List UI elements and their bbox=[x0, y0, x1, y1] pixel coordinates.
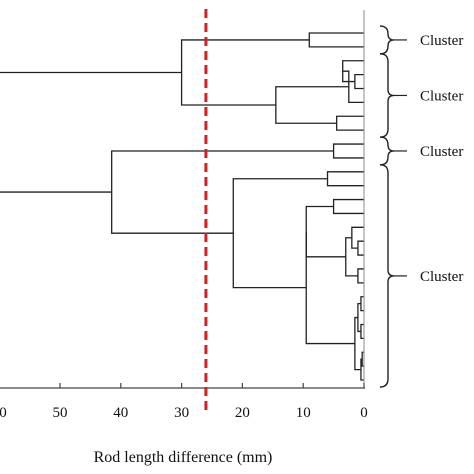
dendrogram-link bbox=[332, 198, 364, 215]
dendrogram-link bbox=[332, 143, 364, 159]
dendrogram-link bbox=[111, 150, 334, 234]
dendrogram-link bbox=[354, 73, 364, 90]
dendrogram-links bbox=[0, 32, 364, 381]
dendrogram-link bbox=[357, 268, 364, 284]
dendrogram-link bbox=[275, 86, 349, 124]
cluster-brace bbox=[379, 53, 395, 138]
cluster-label: Cluster bbox=[420, 144, 463, 160]
cluster-brace bbox=[379, 164, 395, 388]
dendrogram-link bbox=[335, 115, 364, 131]
cluster-brackets: Cluster Cluster Cluster Cluster bbox=[379, 25, 463, 388]
dendrogram-link bbox=[357, 240, 364, 256]
dendrogram-link bbox=[308, 32, 364, 48]
x-tick-label: 0 bbox=[360, 405, 368, 421]
cluster-label: Cluster bbox=[420, 88, 463, 104]
x-tick-label: 60 bbox=[0, 405, 7, 421]
x-tick-label: 50 bbox=[53, 405, 68, 421]
dendrogram-link bbox=[0, 71, 182, 193]
x-axis-label: Rod length difference (mm) bbox=[94, 449, 273, 466]
x-tick-label: 10 bbox=[296, 405, 311, 421]
dendrogram-link bbox=[326, 171, 364, 187]
dendrogram-link bbox=[180, 39, 310, 106]
x-tick-label: 30 bbox=[174, 405, 189, 421]
x-tick-label: 20 bbox=[235, 405, 250, 421]
cluster-brace bbox=[379, 136, 395, 166]
dendrogram-link bbox=[305, 231, 355, 345]
x-tick-label: 40 bbox=[113, 405, 128, 421]
cluster-brace bbox=[379, 25, 395, 55]
dendrogram-link bbox=[232, 178, 328, 289]
cluster-label: Cluster bbox=[420, 269, 463, 285]
cluster-label: Cluster bbox=[420, 33, 463, 49]
x-axis: 60 50 40 30 20 10 0 bbox=[0, 10, 368, 421]
